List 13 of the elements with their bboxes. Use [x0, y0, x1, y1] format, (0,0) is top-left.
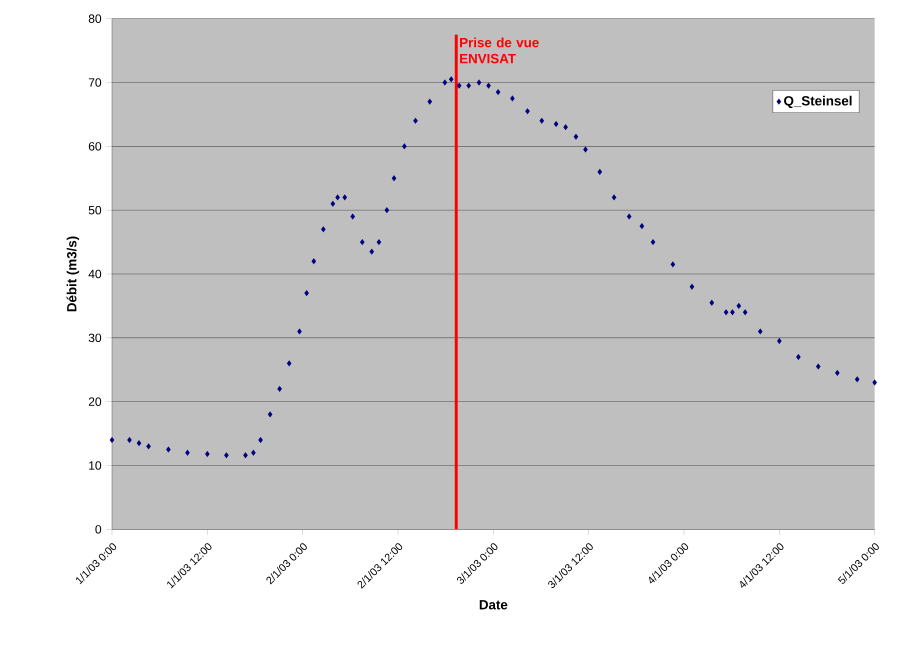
- legend-label: Q_Steinsel: [784, 96, 852, 108]
- y-tick-label: 0: [95, 525, 102, 534]
- y-tick-label: 70: [88, 78, 102, 87]
- y-tick-label: 10: [89, 461, 102, 470]
- y-tick-label: 60: [88, 142, 102, 151]
- y-tick-label: 20: [88, 397, 102, 406]
- ref-line-label: Prise de vue ENVISAT: [460, 38, 539, 64]
- y-tick-label: 80: [88, 14, 102, 23]
- y-tick-label: 40: [88, 270, 102, 278]
- y-tick-label: 50: [88, 206, 102, 214]
- y-axis-title: Débit (m3/s): [66, 236, 80, 312]
- x-axis-title: Date: [480, 600, 508, 610]
- y-tick-label: 30: [88, 334, 102, 342]
